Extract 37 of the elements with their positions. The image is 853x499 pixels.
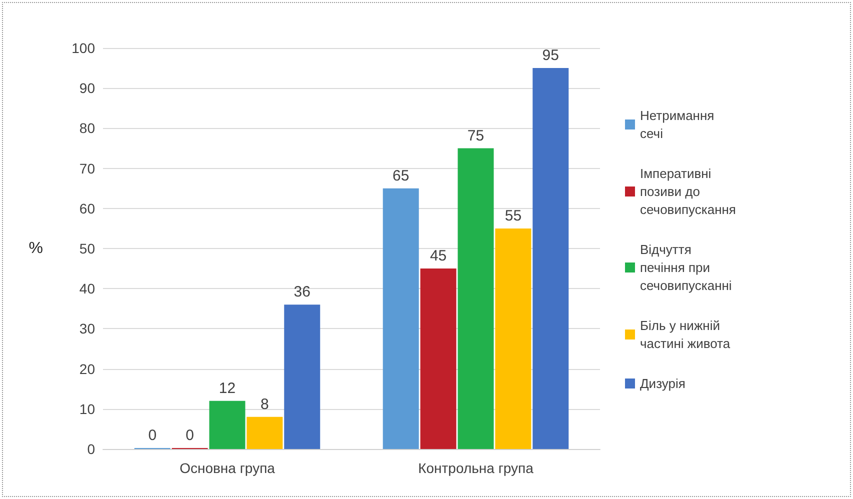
x-tick-label: Основна група — [180, 460, 276, 476]
y-tick-label: 90 — [79, 80, 96, 96]
data-label: 0 — [186, 427, 194, 444]
legend-label: Нетримання сечі — [640, 108, 718, 141]
data-label: 8 — [260, 396, 269, 413]
bar — [284, 304, 320, 449]
y-tick-label: 50 — [79, 240, 96, 256]
bar — [209, 400, 246, 449]
bar — [382, 188, 419, 449]
y-tick-label: 70 — [79, 160, 96, 176]
y-tick-label: 0 — [87, 441, 96, 457]
y-tick-label: 30 — [79, 320, 96, 337]
legend-label: Імперативні позиви до сечовипускання — [640, 166, 736, 217]
data-label: 36 — [294, 284, 310, 301]
data-label: 65 — [392, 167, 410, 184]
y-axis-title: % — [28, 240, 43, 257]
y-tick-label: 20 — [79, 360, 96, 377]
data-label: 75 — [467, 127, 484, 144]
data-label: 55 — [504, 207, 522, 224]
bar — [532, 68, 569, 449]
bar — [458, 148, 494, 449]
data-label: 12 — [218, 380, 236, 397]
y-tick-label: 80 — [79, 120, 96, 136]
legend-label: Біль у нижній частині живота — [640, 318, 731, 351]
bar — [420, 268, 456, 449]
data-label: 45 — [430, 248, 447, 265]
y-tick-label: 40 — [79, 280, 96, 297]
bar — [246, 416, 283, 449]
y-tick-label: 60 — [79, 200, 96, 216]
data-label: 95 — [542, 47, 559, 64]
y-tick-label: 100 — [72, 40, 96, 56]
legend-label: Відчуття печіння при сечовипусканні — [640, 242, 732, 293]
legend-label: Дизурія — [640, 376, 686, 391]
x-tick-label: Контрольна група — [418, 460, 534, 476]
y-tick-label: 10 — [79, 400, 96, 417]
bar — [495, 228, 532, 449]
data-label: 0 — [148, 427, 157, 444]
